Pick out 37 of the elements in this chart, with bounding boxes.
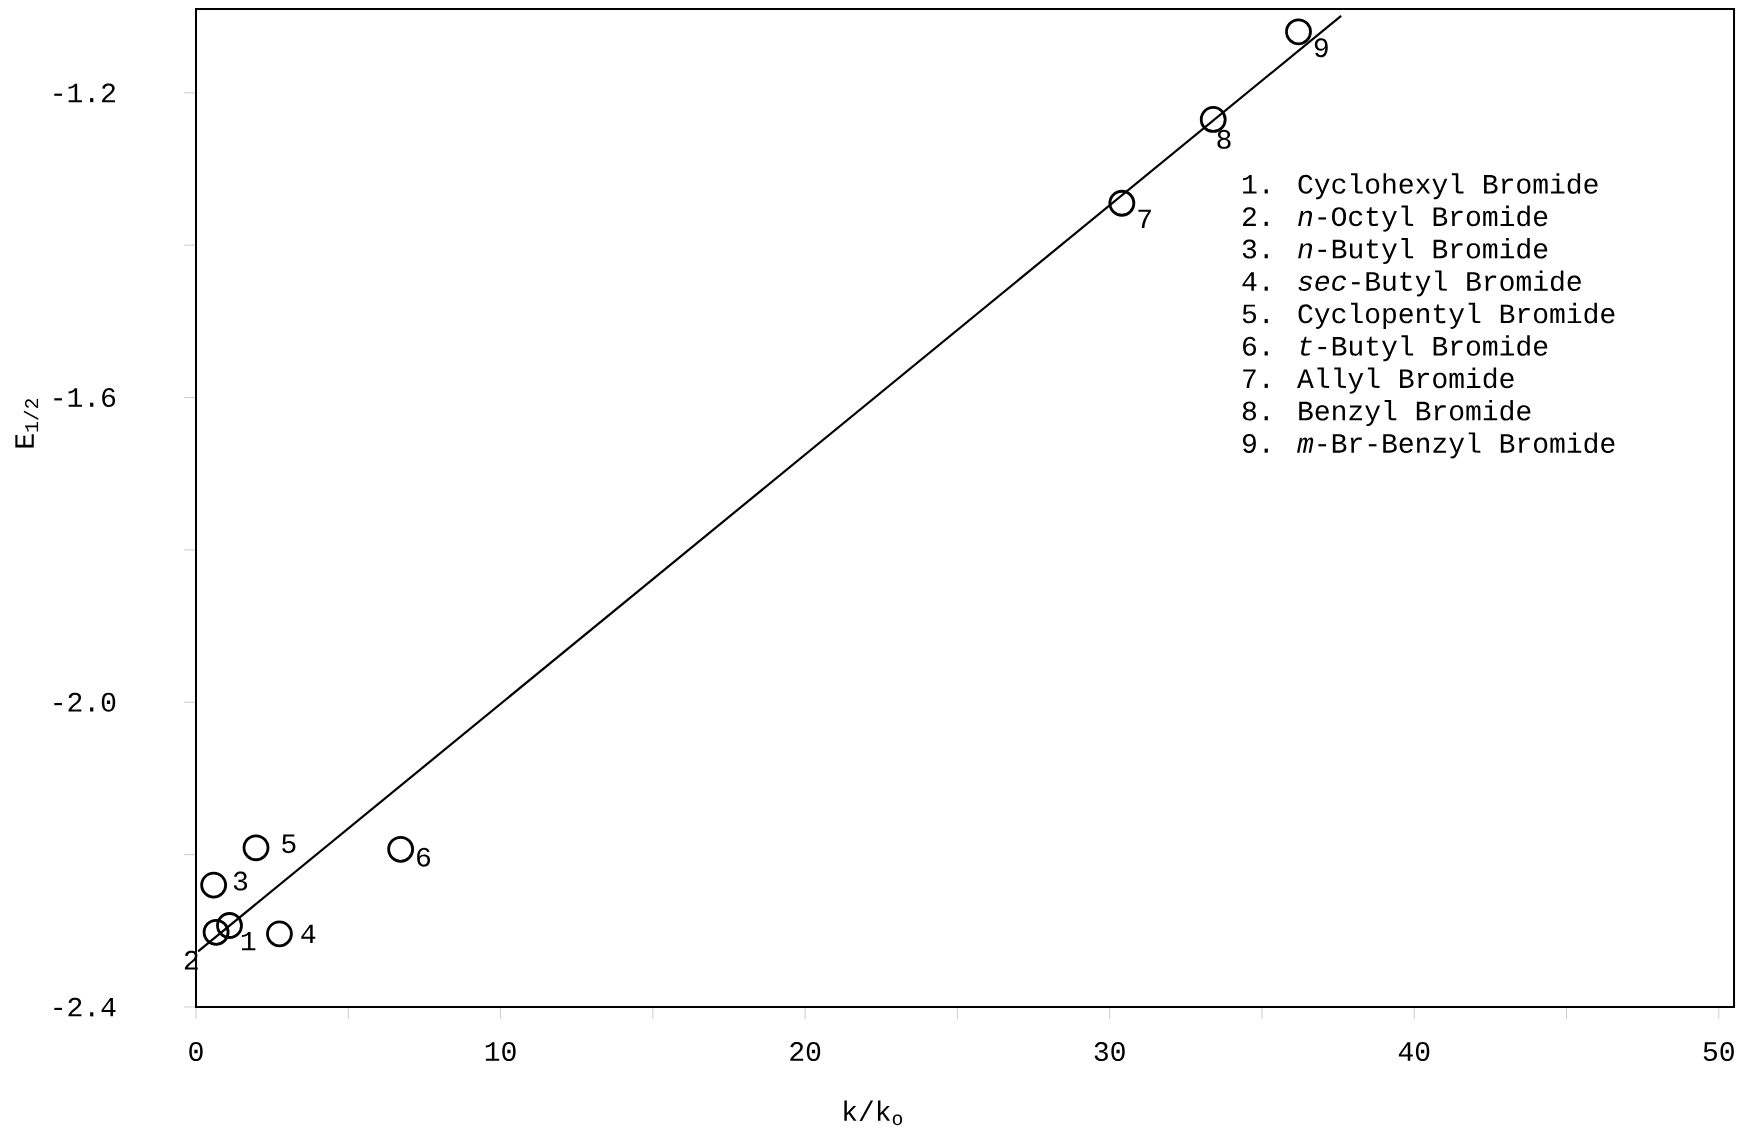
x-tick-label: 10 <box>485 1042 516 1062</box>
annotation: 9 <box>1314 38 1328 58</box>
point <box>266 920 293 948</box>
y-tick-label: -2.4 <box>54 997 116 1017</box>
y-tick-label: -2.0 <box>54 692 116 712</box>
x-tick-label: 20 <box>790 1042 821 1062</box>
y-tick-label: -1.2 <box>54 83 115 103</box>
x-axis-title: k/k$_{o}$ <box>844 1100 903 1126</box>
x-tick-label: 40 <box>1398 1042 1430 1062</box>
x-tick-label: 50 <box>1703 1042 1734 1062</box>
annotation: 5. Cyclopentyl Bromide <box>1242 302 1615 329</box>
annotation: 6. t-Butyl Bromide <box>1243 335 1548 362</box>
point <box>242 834 270 862</box>
point <box>216 912 243 939</box>
annotation: 7. Allyl Bromide <box>1243 367 1514 394</box>
point <box>387 835 415 863</box>
point <box>202 918 230 946</box>
annotation: 5 <box>282 834 296 854</box>
annotation: 7 <box>1138 209 1151 229</box>
annotation: 4. sec-Butyl Bromide <box>1242 270 1581 297</box>
annotation: 2. n-Octyl Bromide <box>1243 205 1548 232</box>
point <box>1285 18 1312 46</box>
y-tick-label: -1.6 <box>54 388 116 408</box>
annotation: 8. Benzyl Bromide <box>1242 399 1531 427</box>
annotation: 6 <box>417 847 431 867</box>
annotation: 9. m-Br-Benzyl Bromide <box>1242 432 1615 459</box>
x-tick-label: 0 <box>189 1042 203 1062</box>
point <box>200 871 228 899</box>
annotation: 3 <box>233 871 248 891</box>
y-axis-title: E$_{1/2}$ <box>15 399 39 448</box>
annotation: 8 <box>1217 129 1231 149</box>
annotation: 1. Cyclohexyl Bromide <box>1243 173 1598 200</box>
x-tick-label: 30 <box>1094 1042 1125 1062</box>
annotation: 3. n-Butyl Bromide <box>1242 237 1548 265</box>
annotation: 4 <box>301 924 316 944</box>
point <box>1108 189 1136 217</box>
annotation: 1 <box>241 931 256 951</box>
